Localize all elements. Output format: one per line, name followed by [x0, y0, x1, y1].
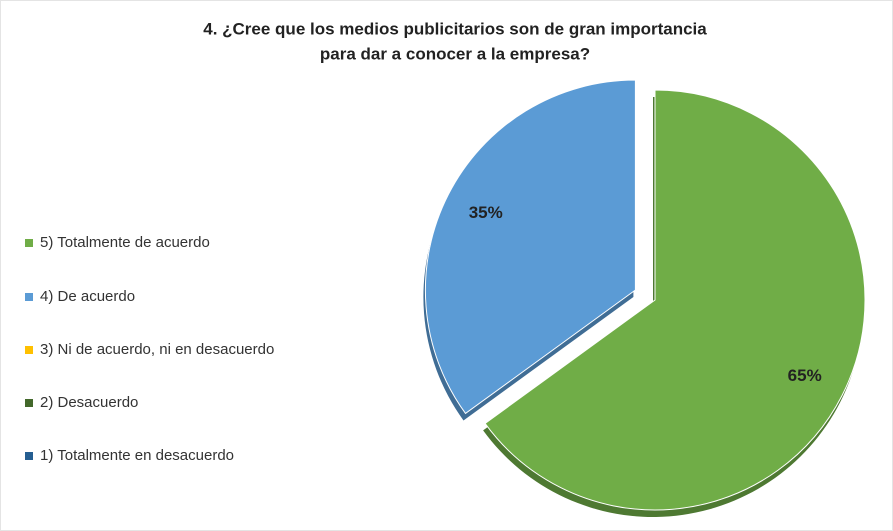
chart-title: 4. ¿Cree que los medios publicitarios so…	[203, 19, 707, 38]
chart-title: para dar a conocer a la empresa?	[320, 44, 590, 63]
slice	[424, 79, 636, 415]
legend-label: 5) Totalmente de acuerdo	[40, 234, 210, 251]
legend-label: 1) Totalmente en desacuerdo	[40, 447, 234, 464]
legend-label: 4) De acuerdo	[40, 288, 135, 305]
data-label: 35%	[469, 203, 503, 222]
legend-swatch	[25, 452, 33, 460]
legend-swatch	[25, 239, 33, 247]
legend-swatch	[25, 346, 33, 354]
data-label: 65%	[788, 366, 822, 385]
legend-swatch	[25, 293, 33, 301]
legend-swatch	[25, 399, 33, 407]
slice	[484, 89, 866, 511]
legend-label: 2) Desacuerdo	[40, 394, 138, 411]
legend-label: 3) Ni de acuerdo, ni en desacuerdo	[40, 341, 274, 358]
